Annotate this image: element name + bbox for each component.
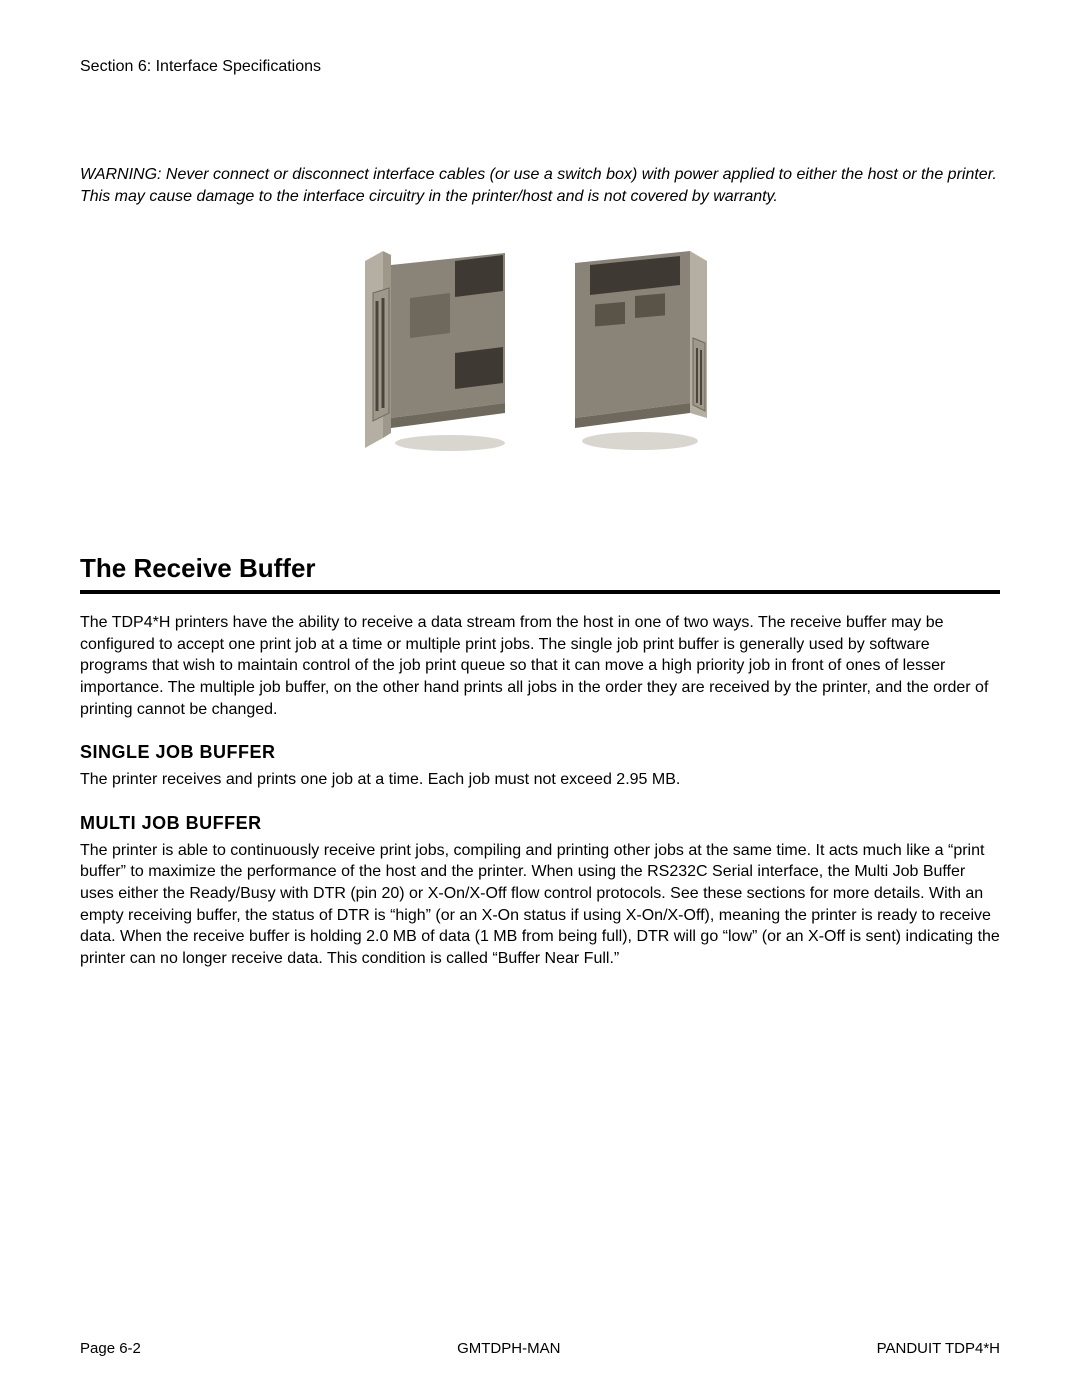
footer-product: PANDUIT TDP4*H — [877, 1340, 1000, 1357]
heading-rule — [80, 590, 1000, 594]
warning-text: WARNING: Never connect or disconnect int… — [80, 164, 1000, 207]
multi-job-body: The printer is able to continuously rece… — [80, 840, 1000, 970]
sub-heading-multi: MULTI JOB BUFFER — [80, 813, 1000, 834]
footer-doc-id: GMTDPH-MAN — [457, 1340, 560, 1357]
document-page: Section 6: Interface Specifications WARN… — [0, 0, 1080, 1397]
interface-board-right — [555, 243, 725, 453]
page-footer: Page 6-2 GMTDPH-MAN PANDUIT TDP4*H — [80, 1340, 1000, 1357]
main-heading: The Receive Buffer — [80, 553, 1000, 584]
intro-paragraph: The TDP4*H printers have the ability to … — [80, 612, 1000, 720]
sub-heading-single: SINGLE JOB BUFFER — [80, 742, 1000, 763]
footer-page-number: Page 6-2 — [80, 1340, 141, 1357]
section-header: Section 6: Interface Specifications — [80, 58, 1000, 76]
single-job-body: The printer receives and prints one job … — [80, 769, 1000, 791]
interface-boards-figure — [80, 243, 1000, 453]
interface-board-left — [355, 243, 525, 453]
